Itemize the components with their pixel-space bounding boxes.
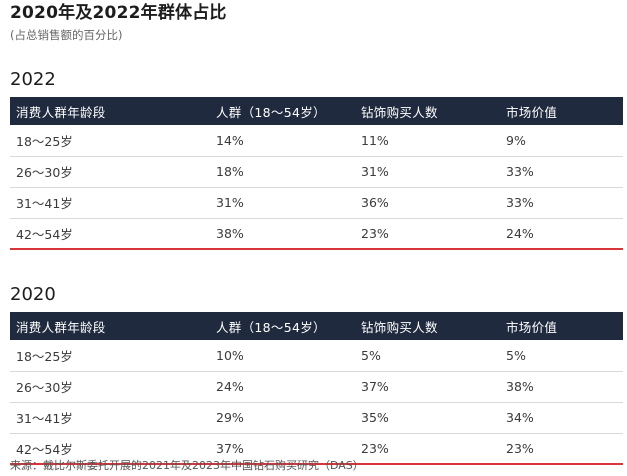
- cell-age-group: 26～30岁: [10, 156, 210, 188]
- cell-market-value: 33%: [500, 156, 623, 188]
- cell-market-value: 23%: [500, 433, 623, 465]
- cell-buyers: 36%: [355, 187, 500, 219]
- cell-age-group: 31～41岁: [10, 187, 210, 219]
- column-header-market-value: 市场价值: [506, 104, 558, 120]
- cell-age-group: 42～54岁: [10, 433, 210, 465]
- table-row: 18～25岁 10% 5% 5%: [10, 340, 623, 372]
- cell-buyers: 11%: [355, 125, 500, 157]
- table-row: 26～30岁 24% 37% 38%: [10, 371, 623, 403]
- table-row: 42～54岁 38% 23% 24%: [10, 218, 623, 250]
- column-header-buyers: 钻饰购买人数: [361, 319, 438, 335]
- cell-buyers: 37%: [355, 371, 500, 403]
- table-2020: 消费人群年龄段 人群（18～54岁） 钻饰购买人数 市场价值 18～25岁 10…: [10, 312, 623, 465]
- cell-age-group: 42～54岁: [10, 218, 210, 250]
- cell-market-value: 24%: [500, 218, 623, 250]
- cell-population: 14%: [210, 125, 355, 157]
- cell-market-value: 34%: [500, 402, 623, 434]
- table-2022: 消费人群年龄段 人群（18～54岁） 钻饰购买人数 市场价值 18～25岁 14…: [10, 97, 623, 250]
- cell-buyers: 23%: [355, 433, 500, 465]
- cell-age-group: 26～30岁: [10, 371, 210, 403]
- column-header-age-group: 消费人群年龄段: [16, 319, 106, 335]
- page-subtitle: (占总销售额的百分比): [10, 28, 123, 42]
- year-heading-2020: 2020: [10, 284, 56, 305]
- column-header-buyers: 钻饰购买人数: [361, 104, 438, 120]
- cell-population: 24%: [210, 371, 355, 403]
- cell-population: 10%: [210, 340, 355, 372]
- table-header-row: 消费人群年龄段 人群（18～54岁） 钻饰购买人数 市场价值: [10, 97, 623, 125]
- cell-population: 31%: [210, 187, 355, 219]
- table-row: 18～25岁 14% 11% 9%: [10, 125, 623, 157]
- column-header-population: 人群（18～54岁）: [216, 319, 326, 335]
- table-row: 26～30岁 18% 31% 33%: [10, 156, 623, 188]
- table-row: 42～54岁 37% 23% 23%: [10, 433, 623, 465]
- cell-buyers: 23%: [355, 218, 500, 250]
- column-header-market-value: 市场价值: [506, 319, 558, 335]
- year-heading-2022: 2022: [10, 69, 56, 90]
- column-header-population: 人群（18～54岁）: [216, 104, 326, 120]
- column-header-age-group: 消费人群年龄段: [16, 104, 106, 120]
- cell-age-group: 31～41岁: [10, 402, 210, 434]
- cell-population: 38%: [210, 218, 355, 250]
- cell-buyers: 31%: [355, 156, 500, 188]
- cell-market-value: 38%: [500, 371, 623, 403]
- table-row: 31～41岁 29% 35% 34%: [10, 402, 623, 434]
- table-row: 31～41岁 31% 36% 33%: [10, 187, 623, 219]
- source-note: 来源：戴比尔斯委托开展的2021年及2023年中国钻石购买研究（DAS）: [10, 459, 364, 472]
- cell-market-value: 9%: [500, 125, 623, 157]
- cell-market-value: 5%: [500, 340, 623, 372]
- page-title: 2020年及2022年群体占比: [10, 3, 227, 23]
- cell-population: 37%: [210, 433, 355, 465]
- cell-population: 29%: [210, 402, 355, 434]
- cell-age-group: 18～25岁: [10, 125, 210, 157]
- cell-population: 18%: [210, 156, 355, 188]
- cell-age-group: 18～25岁: [10, 340, 210, 372]
- cell-market-value: 33%: [500, 187, 623, 219]
- cell-buyers: 35%: [355, 402, 500, 434]
- cell-buyers: 5%: [355, 340, 500, 372]
- table-header-row: 消费人群年龄段 人群（18～54岁） 钻饰购买人数 市场价值: [10, 312, 623, 340]
